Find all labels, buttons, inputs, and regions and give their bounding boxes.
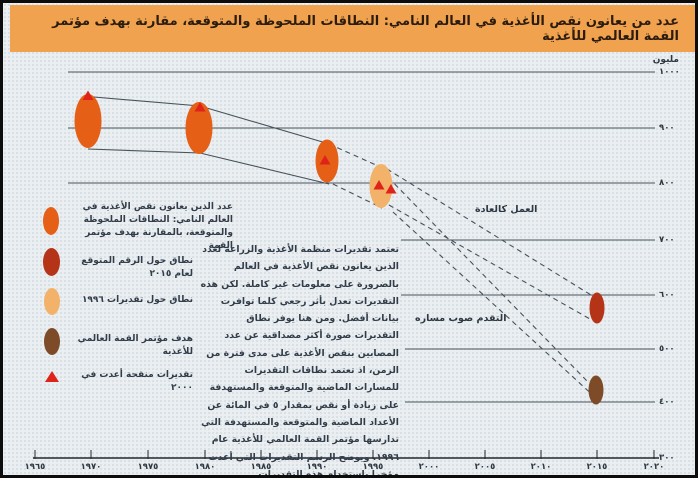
- ellipse-2015-projected-range: [589, 292, 605, 324]
- figure-title: عدد من يعانون نقص الأغذية في العالم النا…: [52, 13, 679, 44]
- legend-swatch-summit-target-icon: [44, 328, 60, 355]
- revised-estimate-triangles: [82, 90, 397, 194]
- y-tick-400: ٤٠٠: [659, 397, 675, 407]
- ellipse-1980-observed-range: [185, 102, 213, 154]
- y-tick-900: ٩٠٠: [659, 123, 675, 133]
- figure-title-bar: عدد من يعانون نقص الأغذية في العالم النا…: [10, 5, 695, 52]
- x-tick-1985: ١٩٨٥: [250, 462, 272, 472]
- triangle-1980-icon: [194, 102, 206, 112]
- x-tick-2015: ٢٠١٥: [586, 462, 608, 472]
- x-tick-1980: ١٩٨٠: [194, 462, 216, 472]
- chart-plot: [33, 71, 659, 459]
- y-tick-300: ٣٠٠: [659, 453, 675, 463]
- x-tick-1995: ١٩٩٥: [362, 462, 384, 472]
- legend-label-observed-range: عدد الذين يعانون نقص الأغذية في العالم ا…: [82, 202, 233, 251]
- legend-label-1996-range: نطاق حول تقديرات ١٩٩٦: [81, 295, 193, 305]
- x-tick-2010: ٢٠١٠: [530, 462, 552, 472]
- y-axis-unit-label: مليون: [652, 55, 679, 65]
- triangle-1990-icon: [319, 155, 331, 165]
- y-tick-600: ٦٠٠: [659, 290, 675, 300]
- legend-swatch-1996-range-icon: [44, 288, 60, 315]
- y-tick-800: ٨٠٠: [659, 178, 675, 188]
- projection-dashed-lines: [328, 143, 598, 400]
- y-tick-700: ٧٠٠: [659, 235, 675, 245]
- triangle-1970-icon: [82, 90, 94, 100]
- legend-label-projected-2015: نطاق حول الرقم المتوقع لعام ٢٠١٥: [81, 256, 193, 279]
- x-tick-2020: ٢٠٢٠: [643, 462, 665, 472]
- x-axis: [33, 450, 659, 459]
- x-tick-1970: ١٩٧٠: [80, 462, 102, 472]
- legend-label-summit-target: هدف مؤتمر القمة العالمي للأغذية: [77, 334, 193, 357]
- y-tick-500: ٥٠٠: [659, 344, 675, 354]
- legend-swatch-observed-range-icon: [43, 207, 59, 235]
- legend-swatch-revised-estimates-triangle-icon: [45, 371, 59, 382]
- y-tick-1000: ١٠٠٠: [659, 67, 680, 77]
- ellipse-2015-summit-target: [588, 375, 604, 405]
- legend-swatch-projected-2015-icon: [43, 248, 60, 276]
- triangle-1996-icon: [385, 184, 397, 194]
- x-tick-1975: ١٩٧٥: [137, 462, 159, 472]
- x-tick-1990: ١٩٩٠: [306, 462, 328, 472]
- legend-label-revised-estimates: تقديرات منقحة أعدت في ٢٠٠٠: [81, 370, 193, 393]
- x-tick-2005: ٢٠٠٥: [474, 462, 496, 472]
- ellipse-1970-observed-range: [74, 94, 102, 148]
- triangle-1995-icon: [373, 180, 385, 190]
- figure-note: تعتمد تقديرات منظمة الأغذية والزراعة لعد…: [200, 244, 399, 478]
- x-tick-2000: ٢٠٠٠: [418, 462, 440, 472]
- grid-lines: [68, 71, 655, 403]
- annotation-business-as-usual: العمل كالعادة: [475, 204, 538, 215]
- x-tick-1965: ١٩٦٥: [24, 462, 46, 472]
- annotation-on-track: التقدم صوب مساره: [415, 313, 507, 324]
